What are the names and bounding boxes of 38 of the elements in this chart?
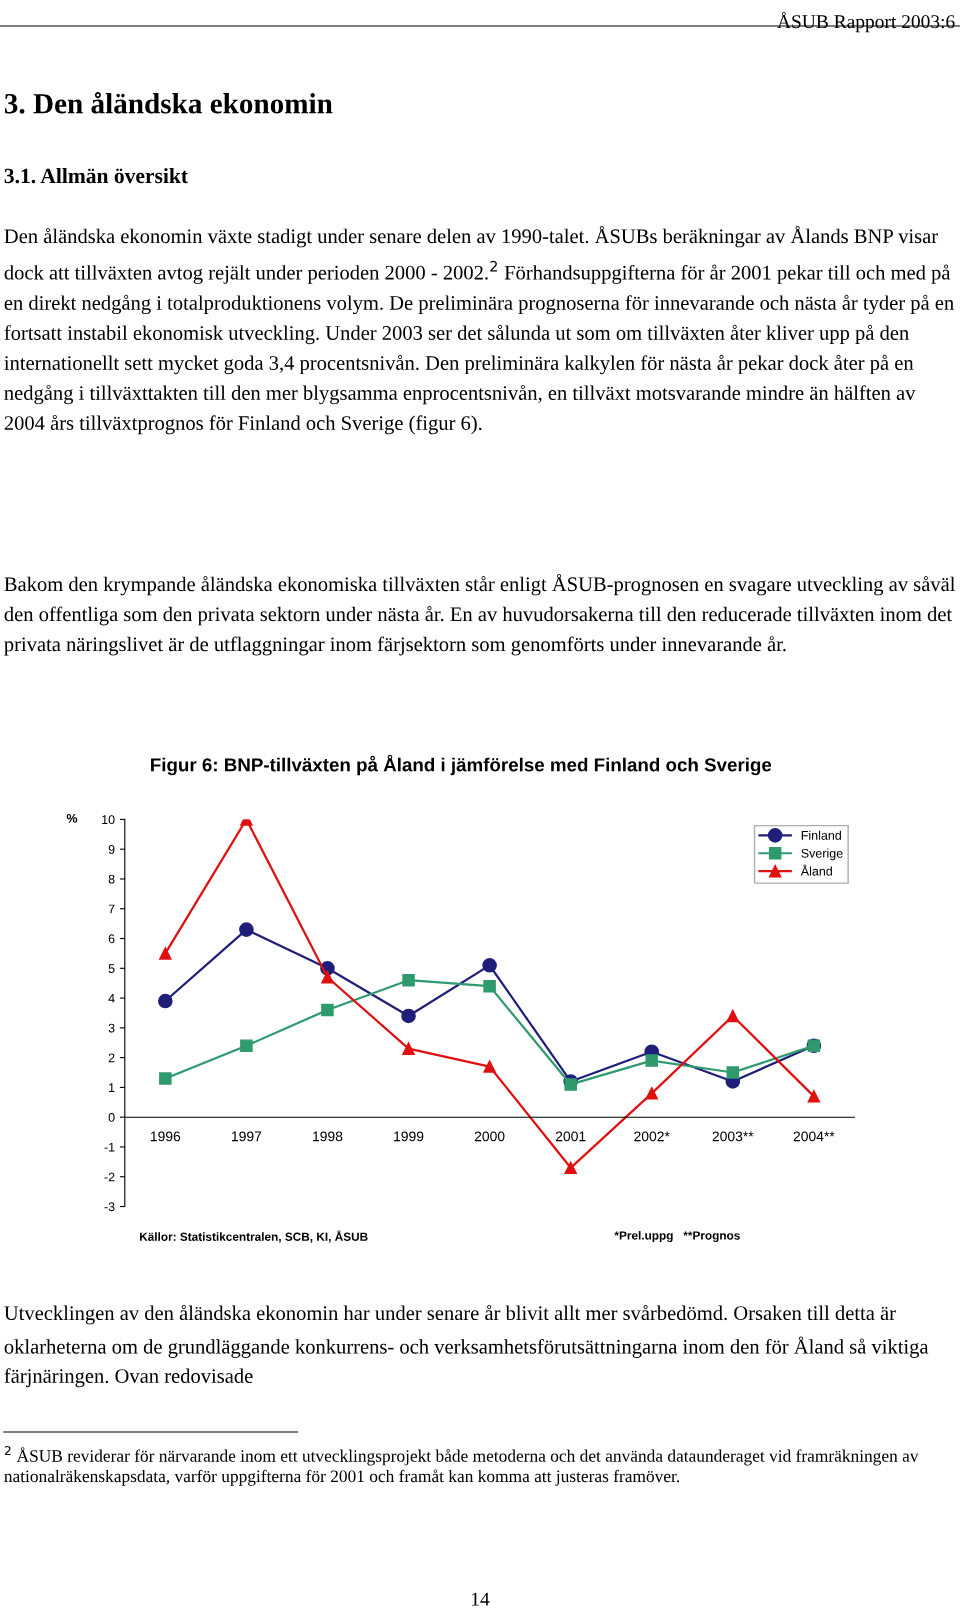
- chart-title: Figur 6: BNP-tillväxten på Åland i jämförelse med Finland och Sverige: [151, 754, 772, 776]
- text: 14: [471, 1592, 490, 1606]
- x-tick-label: 2002*: [634, 1131, 670, 1142]
- legend-label: Åland: [800, 864, 832, 876]
- text: 3.1. Allmän översikt: [4, 168, 188, 184]
- x-tick-label: 1996: [150, 1131, 181, 1142]
- y-tick-label: 1: [109, 1083, 115, 1092]
- y-tick-label: 5: [108, 964, 115, 973]
- y-tick-label: -2: [104, 1172, 115, 1182]
- text: $^{2}$ ÅSUB reviderar för närvarande inom ett utvecklingsprojekt både metoderna och det använda dataunderaget vid framräkningen av nationalräkenskapsdata, varför uppgifterna för 2001 och framåt kan komma att justeras framöver.: [4, 1446, 919, 1486]
- legend-label: Finland: [801, 830, 841, 840]
- x-tick-label: 2000: [474, 1131, 505, 1142]
- y-tick-label: 0: [108, 1112, 115, 1122]
- y-tick-label: 6: [108, 934, 115, 944]
- y-tick-label: 3: [108, 1023, 115, 1033]
- text: Utvecklingen av den åländska ekonomin har under senare år blivit allt mer svårbedömd. Orsaken till detta är oklarheterna om de grundläggande konkurrens- och verksamhetsförutsättningarna inom den för Åland så viktiga färjnäringen. Ovan redovisade: [4, 1305, 929, 1388]
- text: 3. Den åländska ekonomin: [4, 92, 333, 114]
- text: Källor: Statistikcentralen, SCB, KI, ÅSUB: [139, 1230, 368, 1243]
- y-tick-label: 4: [108, 994, 115, 1003]
- x-tick-label: 1998: [313, 1131, 343, 1142]
- text: *Prel.uppg **Prognos: [614, 1231, 740, 1243]
- y-tick-label: 8: [108, 874, 115, 884]
- x-tick-label: 2003**: [712, 1131, 754, 1142]
- y-tick-label: 10: [102, 815, 115, 825]
- y-tick-label: 2: [108, 1053, 115, 1063]
- text: ÅSUB Rapport 2003:6: [777, 12, 955, 33]
- x-tick-label: 1997: [232, 1131, 262, 1142]
- text: Bakom den krympande åländska ekonomiska tillväxten står enligt ÅSUB-prognosen en svagare utveckling av såväl den offentliga som den privata sektorn under nästa år. En av huvudorsakerna till den reducerade tillväxten inom det privata näringslivet är de utflaggningar inom färjsektorn som genomförts under innevarande år.: [4, 574, 956, 656]
- y-axis-title: %: [66, 813, 78, 823]
- text: Den åländska ekonomin växte stadigt under senare delen av 1990-talet. ÅSUBs beräkningar av Ålands BNP visar dock att tillväxten avtog rejält under perioden 2000 - 2002.$^{2}$ Förhandsuppgifterna för år 2001 pekar till och med på en direkt nedgång i totalproduktionens volym. De preliminära prognoserna för innevarande och nästa år tyder på en fortsatt instabil ekonomisk utveckling. Under 2003 ser det sålunda ut som om tillväxten åter kliver upp på den internationellt sett mycket goda 3,4 procentsnivån. Den preliminära kalkylen för nästa år pekar dock åter på en nedgång i tillväxttakten till den mer blygsamma enprocentsnivån, en tillväxt motsvarande mindre än hälften av 2004 års tillväxtprognos för Finland och Sverige (figur 6).: [4, 226, 954, 435]
- y-tick-label: 7: [108, 904, 115, 914]
- y-tick-label: -1: [104, 1142, 115, 1152]
- y-tick-label: 9: [108, 844, 115, 854]
- x-tick-label: 2004**: [793, 1131, 835, 1142]
- y-tick-label: -3: [104, 1202, 115, 1212]
- x-tick-label: 1999: [394, 1131, 424, 1142]
- x-tick-label: 2001: [555, 1131, 586, 1142]
- legend-label: Sverige: [801, 848, 843, 861]
